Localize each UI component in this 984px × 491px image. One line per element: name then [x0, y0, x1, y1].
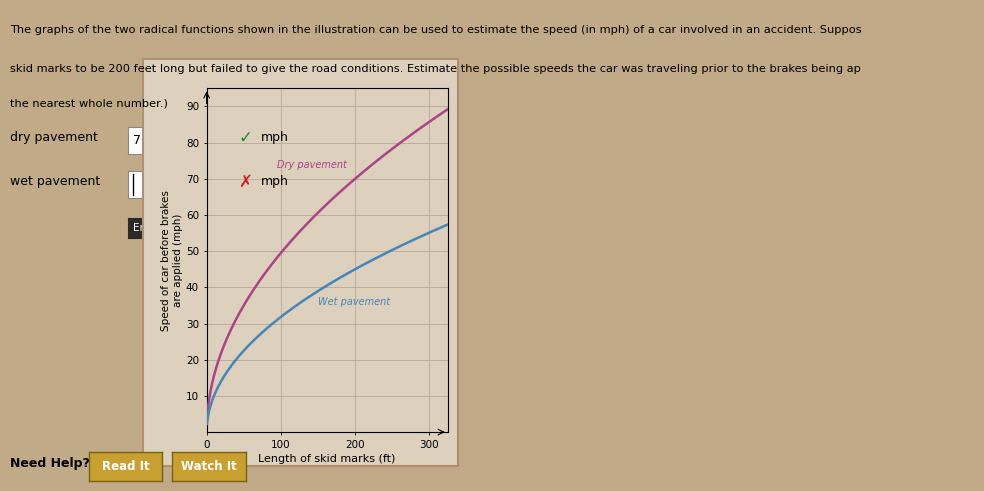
- Text: skid marks to be 200 feet long but failed to give the road conditions. Estimate : skid marks to be 200 feet long but faile…: [10, 64, 861, 74]
- Text: wet pavement: wet pavement: [10, 175, 100, 188]
- X-axis label: Length of skid marks (ft): Length of skid marks (ft): [259, 454, 396, 464]
- Text: dry pavement: dry pavement: [10, 131, 97, 144]
- Text: Read It: Read It: [101, 460, 150, 473]
- Text: ✗: ✗: [238, 173, 252, 191]
- Text: mph: mph: [261, 175, 288, 188]
- Y-axis label: Speed of car before brakes
are applied (mph): Speed of car before brakes are applied (…: [161, 190, 183, 330]
- Text: the nearest whole number.): the nearest whole number.): [10, 98, 167, 108]
- Text: Wet pavement: Wet pavement: [318, 298, 390, 307]
- Text: Need Help?: Need Help?: [10, 458, 90, 470]
- Text: The graphs of the two radical functions shown in the illustration can be used to: The graphs of the two radical functions …: [10, 25, 861, 34]
- Text: mph: mph: [261, 131, 288, 144]
- Text: ✓: ✓: [238, 129, 252, 146]
- Text: Watch It: Watch It: [181, 460, 237, 473]
- Text: Enter a number: Enter a number: [133, 223, 215, 233]
- Text: Dry pavement: Dry pavement: [277, 160, 347, 170]
- Text: 70: 70: [133, 134, 149, 147]
